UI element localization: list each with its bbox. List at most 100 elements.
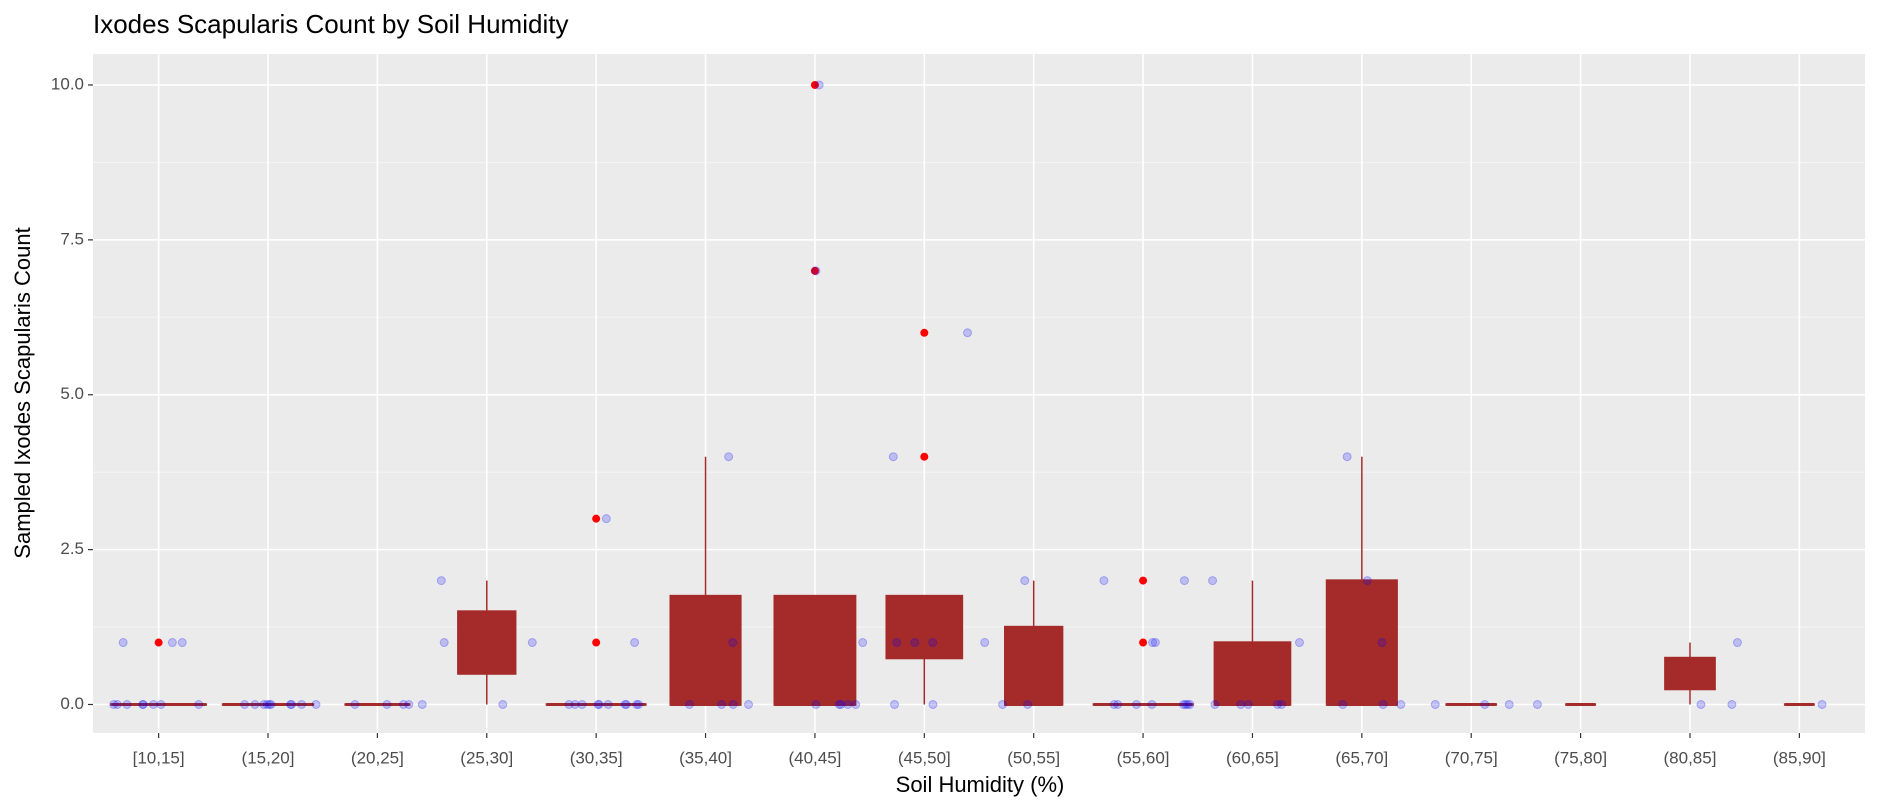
jitter-point: [177, 638, 187, 648]
jitter-point: [892, 638, 902, 648]
outlier: [154, 638, 163, 647]
jitter-point: [1817, 700, 1827, 710]
jitter-point: [1732, 638, 1742, 648]
box: [1325, 579, 1398, 706]
jitter-point: [980, 638, 990, 648]
jitter-point: [632, 700, 642, 710]
jitter-point: [1150, 638, 1160, 648]
box: [773, 594, 857, 706]
box: [1213, 641, 1292, 706]
outlier: [810, 266, 819, 275]
y-tick-label: 0.0: [60, 694, 84, 713]
outlier: [592, 514, 601, 523]
jitter-point: [240, 700, 250, 710]
jitter-point: [436, 576, 446, 586]
jitter-point: [858, 638, 868, 648]
jitter-point: [717, 700, 727, 710]
jitter-point: [570, 700, 580, 710]
chart-title: Ixodes Scapularis Count by Soil Humidity: [93, 9, 568, 39]
outlier: [1139, 576, 1148, 585]
jitter-point: [350, 700, 360, 710]
jitter-point: [311, 700, 321, 710]
x-tick-label: (85,90]: [1773, 748, 1826, 767]
jitter-point: [439, 638, 449, 648]
jitter-point: [1183, 700, 1193, 710]
jitter-point: [814, 80, 824, 90]
jitter-point: [1342, 452, 1352, 462]
jitter-point: [1208, 576, 1218, 586]
jitter-point: [998, 700, 1008, 710]
jitter-point: [1148, 638, 1158, 648]
jitter-point: [167, 638, 177, 648]
jitter-point: [728, 638, 738, 648]
jitter-point: [684, 700, 694, 710]
jitter-point: [148, 700, 158, 710]
x-tick-label: [10,15]: [133, 748, 185, 767]
x-tick-label: (55,60]: [1117, 748, 1170, 767]
x-tick-label: (20,25]: [351, 748, 404, 767]
jitter-point: [963, 328, 973, 338]
jitter-point: [1295, 638, 1305, 648]
jitter-point: [1338, 700, 1348, 710]
jitter-point: [928, 700, 938, 710]
jitter-point: [910, 638, 920, 648]
jitter-point: [1099, 576, 1109, 586]
y-tick-label: 7.5: [60, 229, 84, 248]
x-tick-label: (80,85]: [1664, 748, 1717, 767]
box: [885, 594, 964, 660]
jitter-point: [1181, 700, 1191, 710]
jitter-point: [1532, 700, 1542, 710]
jitter-point: [1362, 576, 1372, 586]
jitter-point: [634, 700, 644, 710]
jitter-point: [286, 700, 296, 710]
jitter-point: [1113, 700, 1123, 710]
jitter-point: [259, 700, 269, 710]
jitter-point: [109, 700, 119, 710]
jitter-point: [744, 700, 754, 710]
jitter-point: [112, 700, 122, 710]
jitter-point: [498, 700, 508, 710]
box: [669, 594, 742, 706]
jitter-point: [1020, 576, 1030, 586]
x-axis-label: Soil Humidity (%): [896, 772, 1065, 797]
jitter-point: [728, 700, 738, 710]
jitter-point: [1504, 700, 1514, 710]
jitter-point: [417, 700, 427, 710]
jitter-point: [811, 700, 821, 710]
jitter-point: [1185, 700, 1195, 710]
box: [1004, 625, 1064, 706]
x-tick-label: (45,50]: [898, 748, 951, 767]
jitter-point: [593, 700, 603, 710]
x-tick-label: (15,20]: [242, 748, 295, 767]
outlier: [920, 452, 929, 461]
jitter-point: [1377, 638, 1387, 648]
jitter-point: [266, 700, 276, 710]
jitter-point: [382, 700, 392, 710]
jitter-point: [262, 700, 272, 710]
jitter-point: [890, 700, 900, 710]
jitter-point: [1178, 700, 1188, 710]
outlier: [920, 328, 929, 337]
x-tick-label: (40,45]: [788, 748, 841, 767]
jitter-point: [603, 700, 613, 710]
jitter-point: [1378, 700, 1388, 710]
jitter-point: [1277, 700, 1287, 710]
jitter-point: [1109, 700, 1119, 710]
x-tick-label: (60,65]: [1226, 748, 1279, 767]
jitter-point: [851, 700, 861, 710]
x-tick-label: (70,75]: [1445, 748, 1498, 767]
jitter-point: [138, 700, 148, 710]
y-tick-label: 2.5: [60, 539, 84, 558]
jitter-point: [1179, 576, 1189, 586]
jitter-point: [834, 700, 844, 710]
outlier: [1139, 638, 1148, 647]
jitter-point: [811, 266, 821, 276]
jitter-point: [194, 700, 204, 710]
jitter-point: [286, 700, 296, 710]
jitter-point: [928, 638, 938, 648]
y-tick-label: 10.0: [51, 74, 84, 93]
jitter-point: [630, 638, 640, 648]
jitter-point: [836, 700, 846, 710]
jitter-point: [398, 700, 408, 710]
jitter-point: [404, 700, 414, 710]
